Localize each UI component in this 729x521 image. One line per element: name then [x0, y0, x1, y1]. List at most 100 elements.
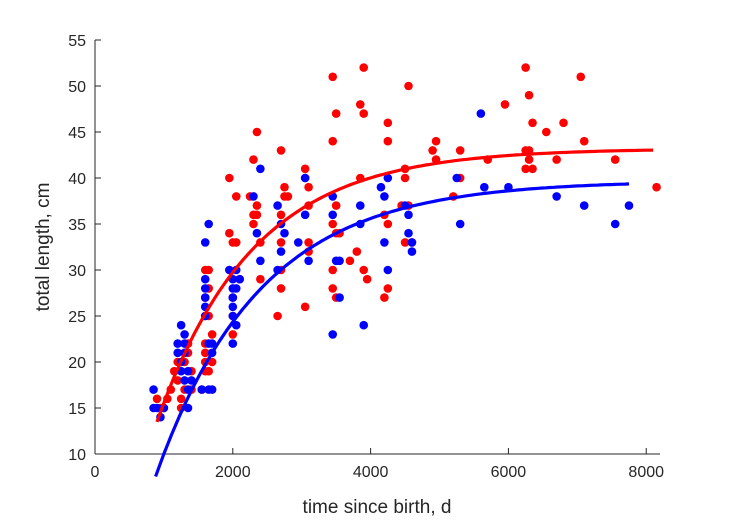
data-point	[455, 146, 465, 155]
data-point	[552, 155, 561, 164]
data-point	[400, 173, 410, 183]
data-point	[225, 228, 234, 238]
data-point	[359, 265, 369, 275]
data-point	[380, 192, 389, 201]
x-tick-label: 2000	[215, 464, 251, 481]
data-point	[579, 201, 589, 210]
data-point	[276, 247, 286, 256]
data-point	[355, 201, 365, 210]
data-point	[256, 256, 265, 266]
data-point	[300, 164, 310, 174]
data-point	[276, 146, 286, 155]
data-point	[173, 348, 182, 358]
data-point	[383, 265, 393, 275]
data-point	[383, 219, 393, 229]
data-point	[252, 228, 262, 238]
fit-curve	[155, 148, 654, 423]
y-tick-label: 45	[68, 125, 86, 142]
data-point	[280, 182, 289, 192]
data-point	[652, 182, 661, 192]
data-point	[231, 238, 241, 247]
data-point	[228, 330, 238, 339]
data-point	[276, 210, 286, 220]
data-point	[273, 311, 282, 321]
y-tick-label: 30	[68, 263, 86, 280]
data-point	[431, 136, 441, 146]
data-point	[231, 284, 241, 293]
data-point	[235, 274, 244, 284]
data-point	[624, 201, 634, 210]
data-point	[542, 127, 551, 137]
data-point	[479, 182, 489, 192]
data-point	[249, 155, 258, 164]
plot-area: 0 2000 4000 6000 8000 10 15 20 25 30 35 40 45 50 55	[68, 33, 664, 481]
data-point	[207, 385, 217, 394]
data-point	[352, 247, 362, 256]
data-point	[528, 118, 537, 128]
data-point	[328, 330, 338, 339]
data-point	[331, 109, 341, 118]
data-point	[404, 228, 413, 238]
data-point	[407, 238, 417, 247]
data-point	[207, 357, 217, 367]
data-point	[207, 330, 217, 339]
data-point	[328, 284, 338, 293]
y-axis-label: total length, cm	[33, 183, 54, 312]
data-point	[204, 366, 213, 376]
data-point	[383, 136, 393, 146]
y-tick-label: 55	[68, 33, 86, 50]
data-point	[328, 219, 338, 229]
y-tick-label: 25	[68, 309, 86, 326]
data-point	[610, 219, 620, 229]
data-point	[256, 164, 265, 174]
y-tick-label: 35	[68, 217, 86, 234]
data-point	[200, 293, 210, 302]
data-point	[383, 118, 393, 128]
y-tick-label: 50	[68, 79, 86, 96]
data-point	[528, 164, 537, 174]
data-point	[300, 173, 310, 183]
data-point	[576, 72, 586, 82]
data-point	[359, 63, 369, 72]
data-point	[256, 274, 265, 284]
data-point	[183, 366, 193, 376]
data-point	[252, 127, 262, 137]
data-point	[359, 320, 369, 330]
data-point	[176, 394, 186, 404]
x-tick-label: 6000	[491, 464, 527, 481]
data-point	[359, 109, 369, 118]
y-tick-label: 15	[68, 401, 86, 418]
data-point	[183, 403, 193, 413]
y-tick-label: 40	[68, 171, 86, 188]
data-point	[404, 81, 413, 91]
data-point	[407, 247, 417, 256]
data-point	[355, 100, 365, 109]
data-point	[276, 284, 286, 293]
data-point	[521, 164, 530, 174]
data-point	[180, 330, 189, 339]
data-point	[276, 238, 286, 247]
data-point	[152, 394, 162, 404]
data-point	[200, 274, 210, 284]
data-point	[207, 339, 217, 348]
data-point	[180, 376, 189, 385]
data-point	[304, 238, 313, 247]
data-point	[328, 210, 338, 220]
data-point	[228, 302, 238, 312]
x-ticks: 0 2000 4000 6000 8000	[91, 448, 664, 481]
data-point	[252, 210, 262, 220]
x-tick-label: 8000	[628, 464, 664, 481]
data-point	[197, 385, 207, 394]
data-point	[335, 256, 344, 266]
data-point	[380, 293, 389, 302]
data-point	[280, 228, 289, 238]
data-point	[328, 72, 338, 82]
data-point	[173, 376, 182, 385]
data-point	[283, 192, 293, 201]
data-point	[559, 118, 568, 128]
data-point	[249, 219, 258, 229]
data-point	[335, 293, 344, 302]
data-point	[173, 339, 182, 348]
data-point	[500, 100, 510, 109]
data-point	[610, 155, 620, 164]
